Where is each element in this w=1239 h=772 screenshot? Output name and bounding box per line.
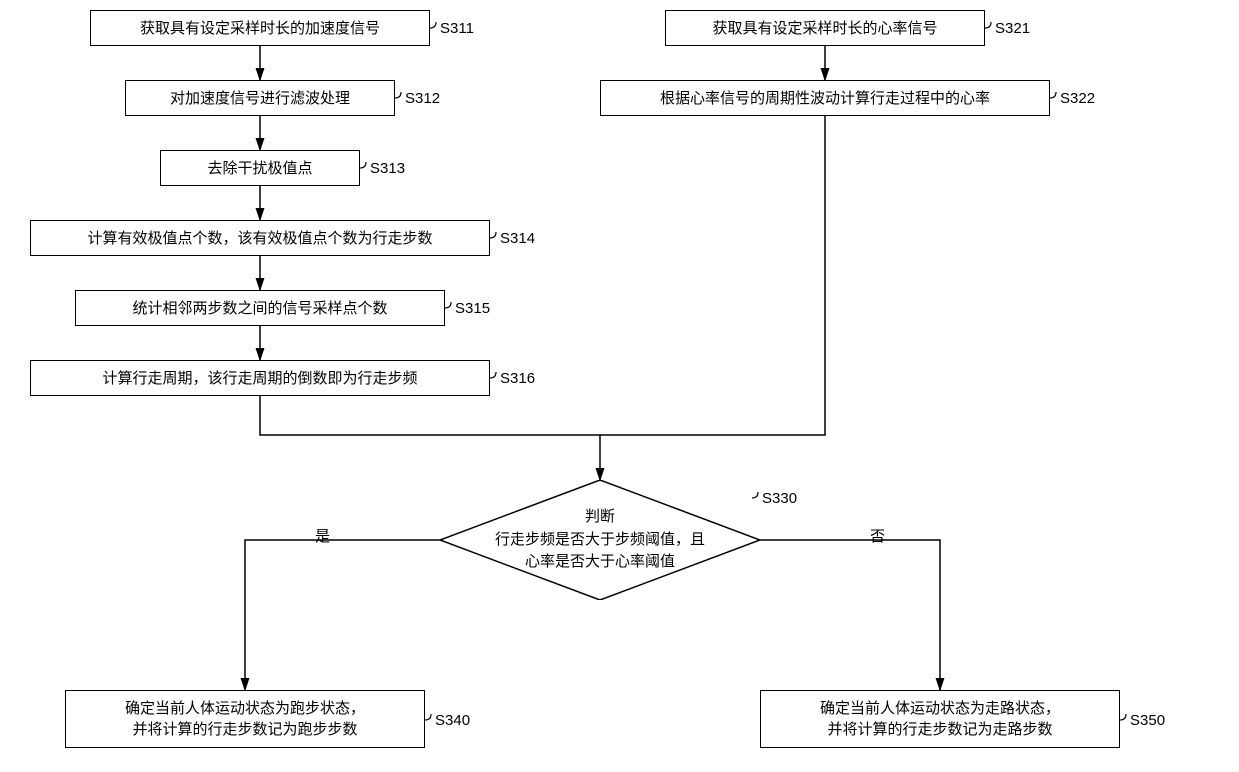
step-s312: 对加速度信号进行滤波处理 [125,80,395,116]
step-label-s315: S315 [455,300,490,317]
step-label-s330: S330 [762,490,797,507]
step-s350: 确定当前人体运动状态为走路状态， 并将计算的行走步数记为走路步数 [760,690,1120,748]
step-label-s321: S321 [995,20,1030,37]
step-s315: 统计相邻两步数之间的信号采样点个数 [75,290,445,326]
step-text: 获取具有设定采样时长的心率信号 [712,18,937,39]
step-text: 对加速度信号进行滤波处理 [170,88,350,109]
step-text: 根据心率信号的周期性波动计算行走过程中的心率 [660,88,990,109]
step-label-s316: S316 [500,370,535,387]
step-label-s311: S311 [440,20,474,37]
step-label-s312: S312 [405,90,440,107]
branch-yes-label: 是 [315,525,330,546]
step-label-s350: S350 [1130,712,1165,729]
step-text: 计算行走周期，该行走周期的倒数即为行走步频 [102,368,417,389]
step-label-s313: S313 [370,160,405,177]
step-s321: 获取具有设定采样时长的心率信号 [665,10,985,46]
step-text: 确定当前人体运动状态为跑步状态， 并将计算的行走步数记为跑步步数 [125,698,365,740]
step-s311: 获取具有设定采样时长的加速度信号 [90,10,430,46]
step-s340: 确定当前人体运动状态为跑步状态， 并将计算的行走步数记为跑步步数 [65,690,425,748]
step-text: 计算有效极值点个数，该有效极值点个数为行走步数 [87,228,432,249]
branch-no-label: 否 [870,525,885,546]
step-s313: 去除干扰极值点 [160,150,360,186]
step-label-s322: S322 [1060,90,1095,107]
step-s314: 计算有效极值点个数，该有效极值点个数为行走步数 [30,220,490,256]
step-label-s340: S340 [435,712,470,729]
step-text: 统计相邻两步数之间的信号采样点个数 [132,298,387,319]
step-s322: 根据心率信号的周期性波动计算行走过程中的心率 [600,80,1050,116]
step-label-s314: S314 [500,230,535,247]
step-s316: 计算行走周期，该行走周期的倒数即为行走步频 [30,360,490,396]
decision-text: 判断 行走步频是否大于步频阈值，且 心率是否大于心率阈值 [440,480,760,600]
step-text: 确定当前人体运动状态为走路状态， 并将计算的行走步数记为走路步数 [820,698,1060,740]
decision-s330: 判断 行走步频是否大于步频阈值，且 心率是否大于心率阈值 [440,480,760,600]
step-text: 去除干扰极值点 [207,158,312,179]
step-text: 获取具有设定采样时长的加速度信号 [140,18,380,39]
